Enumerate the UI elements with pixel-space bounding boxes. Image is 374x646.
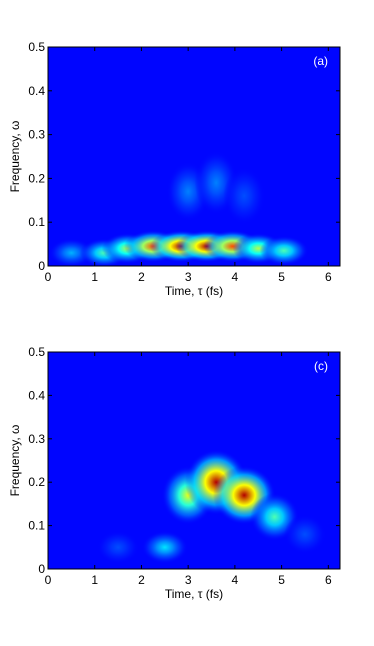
y-tick-label: 0.1 — [28, 215, 45, 229]
heat-blob — [141, 531, 188, 564]
x-tick-label: 5 — [278, 573, 285, 587]
x-tick-label: 6 — [325, 270, 332, 284]
heat-blob — [97, 531, 139, 564]
y-tick-label: 0.4 — [28, 388, 45, 402]
x-tick-label: 4 — [232, 270, 239, 284]
x-tick-label: 1 — [91, 573, 98, 587]
x-tick-label: 3 — [185, 573, 192, 587]
y-tick-label: 0 — [38, 562, 45, 576]
y-axis-label: Frequency, ω — [8, 121, 22, 193]
heat-blob — [259, 235, 309, 266]
panel-label: (c) — [314, 359, 328, 373]
x-axis-label: Time, τ (fs) — [165, 284, 223, 298]
heat-blob — [284, 514, 326, 554]
y-tick-label: 0.2 — [28, 171, 45, 185]
x-tick-label: 3 — [185, 270, 192, 284]
plot-background — [48, 47, 340, 266]
x-axis-label: Time, τ (fs) — [165, 587, 223, 601]
y-axis-label: Frequency, ω — [8, 425, 22, 497]
x-tick-label: 2 — [138, 573, 145, 587]
x-tick-label: 0 — [45, 270, 52, 284]
heatmap — [49, 151, 309, 266]
x-tick-label: 1 — [91, 270, 98, 284]
y-tick-label: 0.5 — [28, 345, 45, 359]
x-tick-label: 6 — [325, 573, 332, 587]
x-tick-label: 0 — [45, 573, 52, 587]
y-tick-label: 0.2 — [28, 475, 45, 489]
y-tick-label: 0.4 — [28, 84, 45, 98]
axes-frame — [47, 46, 341, 267]
x-tick-label: 2 — [138, 270, 145, 284]
y-tick-label: 0.5 — [28, 40, 45, 54]
y-tick-label: 0.1 — [28, 519, 45, 533]
x-tick-label: 4 — [232, 573, 239, 587]
y-tick-label: 0.3 — [28, 128, 45, 142]
x-tick-label: 5 — [278, 270, 285, 284]
axes-frame — [47, 351, 341, 570]
panel-label: (a) — [313, 54, 328, 68]
y-tick-label: 0.3 — [28, 432, 45, 446]
heat-blob — [223, 167, 266, 225]
heatmap — [97, 449, 326, 564]
y-tick-label: 0 — [38, 259, 45, 273]
